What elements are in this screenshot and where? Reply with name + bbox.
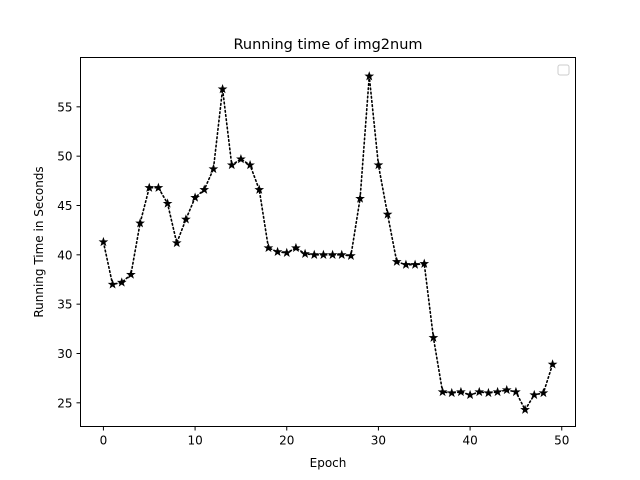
data-point-star: [373, 159, 384, 170]
data-point-star: [254, 184, 265, 194]
data-point-star: [483, 387, 494, 398]
data-point-star: [181, 214, 191, 224]
data-point-star: [382, 209, 393, 219]
data-point-star: [391, 256, 402, 266]
x-tick-label: 10: [187, 434, 202, 448]
data-point-star: [107, 279, 118, 289]
y-tick-label: 50: [57, 150, 72, 164]
data-point-star: [116, 277, 127, 287]
data-point-star: [355, 193, 365, 203]
data-point-star: [538, 387, 549, 398]
data-point-star: [98, 236, 109, 247]
y-tick-label: 45: [57, 199, 72, 213]
y-tick-label: 30: [57, 347, 72, 361]
data-point-star: [318, 249, 329, 259]
data-point-star: [263, 242, 274, 253]
data-point-star: [520, 404, 530, 414]
data-point-star: [190, 192, 200, 202]
data-point-star: [428, 332, 439, 342]
data-point-star: [236, 154, 246, 164]
data-point-star: [126, 269, 136, 279]
data-point-star: [346, 250, 356, 260]
data-point-star: [300, 248, 310, 258]
data-point-star: [336, 249, 347, 259]
series-layer: [98, 71, 558, 414]
legend-box: [557, 64, 570, 76]
data-point-star: [199, 184, 210, 194]
data-point-star: [529, 389, 540, 400]
data-point-star: [135, 218, 145, 228]
plot-frame: [80, 57, 576, 427]
data-point-star: [437, 386, 448, 397]
x-axis: 0 10 20 30 40 50: [100, 426, 569, 448]
y-tick-label: 25: [57, 396, 72, 410]
data-point-star: [226, 159, 237, 170]
x-tick-label: 50: [554, 434, 569, 448]
data-point-star: [309, 249, 320, 259]
data-point-star: [474, 386, 485, 397]
data-point-star: [364, 71, 375, 81]
x-axis-label: Epoch: [310, 456, 347, 470]
data-point-star: [144, 182, 155, 192]
data-point-star: [419, 258, 430, 268]
chart-title: Running time of img2num: [233, 37, 422, 53]
data-point-star: [208, 163, 219, 174]
data-point-star: [272, 246, 283, 256]
y-tick-label: 40: [57, 248, 72, 262]
y-axis-label: Running Time in Seconds: [32, 166, 46, 317]
x-tick-label: 20: [279, 434, 294, 448]
data-point-star: [501, 384, 512, 395]
data-point-star: [162, 198, 173, 208]
data-point-star: [217, 83, 228, 94]
y-tick-label: 35: [57, 298, 72, 312]
x-tick-label: 30: [371, 434, 386, 448]
data-point-star: [547, 359, 558, 369]
data-point-star: [245, 159, 255, 170]
data-point-star: [281, 247, 292, 257]
y-tick-label: 55: [57, 100, 72, 114]
data-point-star: [511, 386, 521, 397]
data-point-star: [456, 386, 466, 397]
data-point-star: [401, 259, 411, 269]
data-point-star: [327, 249, 338, 259]
data-point-star: [153, 182, 164, 192]
x-tick-label: 40: [462, 434, 477, 448]
data-point-star: [446, 387, 457, 398]
data-point-star: [291, 242, 301, 253]
y-axis: 25 30 35 40 45 50 55: [57, 100, 81, 410]
x-tick-label: 0: [100, 434, 108, 448]
data-point-star: [410, 259, 420, 269]
data-point-star: [492, 386, 503, 397]
data-point-star: [465, 389, 475, 400]
data-point-star: [171, 237, 182, 248]
